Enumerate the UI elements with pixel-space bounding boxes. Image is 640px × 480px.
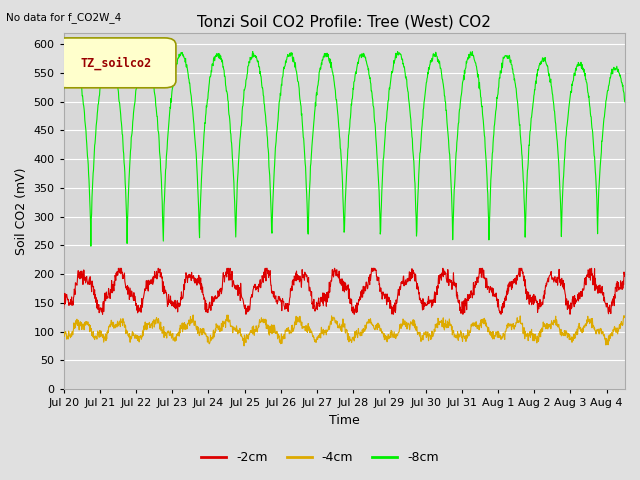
Text: No data for f_CO2W_4: No data for f_CO2W_4 xyxy=(6,12,122,23)
X-axis label: Time: Time xyxy=(329,414,360,427)
Y-axis label: Soil CO2 (mV): Soil CO2 (mV) xyxy=(15,167,28,254)
Title: Tonzi Soil CO2 Profile: Tree (West) CO2: Tonzi Soil CO2 Profile: Tree (West) CO2 xyxy=(197,15,491,30)
FancyBboxPatch shape xyxy=(55,38,176,88)
Text: TZ_soilco2: TZ_soilco2 xyxy=(80,56,152,70)
Legend: -2cm, -4cm, -8cm: -2cm, -4cm, -8cm xyxy=(196,446,444,469)
